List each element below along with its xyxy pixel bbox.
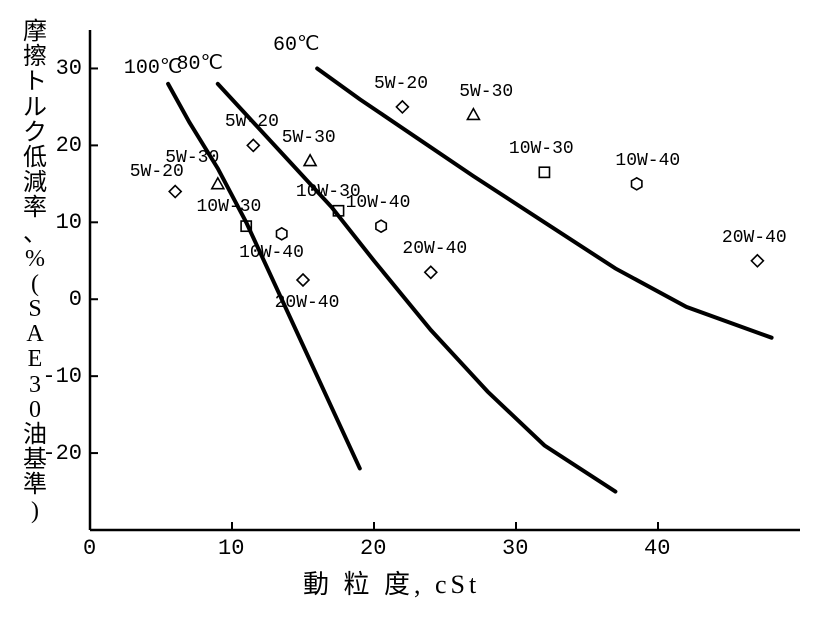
point-label: 5W-20 — [225, 112, 279, 132]
y-tick-label: -10 — [42, 364, 82, 389]
y-tick-label: -20 — [42, 441, 82, 466]
data-point — [467, 109, 479, 120]
point-label: 10W-40 — [346, 193, 411, 213]
point-label: 10W-40 — [239, 243, 304, 263]
y-tick-label: 20 — [56, 133, 82, 158]
x-axis-label: 動 粒 度, cSt — [303, 564, 480, 601]
chart-svg — [0, 0, 840, 631]
curve-label: 60℃ — [273, 31, 319, 57]
x-tick-label: 20 — [360, 536, 386, 561]
point-label: 5W-30 — [459, 82, 513, 102]
y-tick-label: 0 — [69, 287, 82, 312]
point-label: 10W-30 — [509, 139, 574, 159]
point-label: 10W-30 — [197, 197, 262, 217]
curve-label: 80℃ — [176, 50, 222, 76]
point-label: 20W-40 — [722, 228, 787, 248]
y-tick-label: 30 — [56, 56, 82, 81]
data-point — [425, 266, 437, 278]
point-label: 5W-20 — [374, 74, 428, 94]
y-tick-label: 10 — [56, 210, 82, 235]
data-point — [277, 228, 287, 240]
data-point — [169, 186, 181, 198]
point-label: 20W-40 — [402, 239, 467, 259]
data-point — [247, 139, 259, 151]
x-tick-label: 30 — [502, 536, 528, 561]
x-tick-label: 10 — [218, 536, 244, 561]
x-tick-label: 40 — [644, 536, 670, 561]
x-tick-label: 0 — [83, 536, 96, 561]
data-point — [396, 101, 408, 113]
data-point — [539, 167, 549, 177]
data-point — [376, 220, 386, 232]
data-point — [304, 155, 316, 166]
curve-label: 100℃ — [124, 54, 182, 80]
data-point — [297, 274, 309, 286]
data-point — [632, 178, 642, 190]
friction-torque-chart: 摩擦トルク低減率、%(SAE30油基準) 動 粒 度, cSt 01020304… — [0, 0, 840, 631]
point-label: 5W-30 — [282, 128, 336, 148]
point-label: 5W-30 — [165, 148, 219, 168]
point-label: 10W-40 — [615, 151, 680, 171]
data-point — [751, 255, 763, 267]
point-label: 20W-40 — [275, 293, 340, 313]
